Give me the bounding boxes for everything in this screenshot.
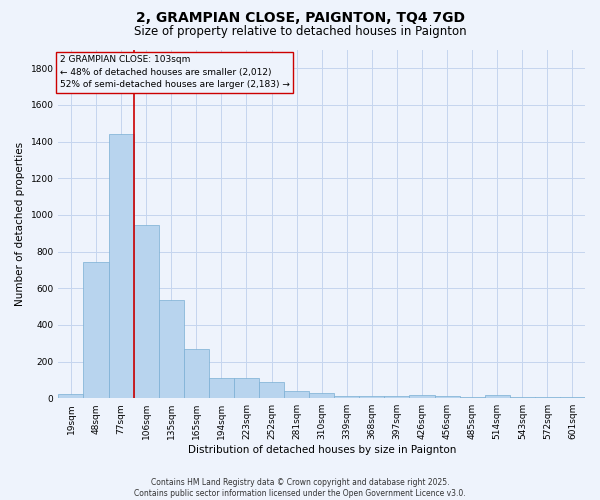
Bar [485, 395, 510, 398]
Y-axis label: Number of detached properties: Number of detached properties [15, 142, 25, 306]
Bar [234, 378, 259, 398]
Bar [83, 262, 109, 398]
Bar [385, 396, 409, 398]
Bar [284, 391, 309, 398]
Bar [109, 134, 134, 398]
Text: Contains HM Land Registry data © Crown copyright and database right 2025.
Contai: Contains HM Land Registry data © Crown c… [134, 478, 466, 498]
Bar [259, 382, 284, 398]
Text: 2 GRAMPIAN CLOSE: 103sqm
← 48% of detached houses are smaller (2,012)
52% of sem: 2 GRAMPIAN CLOSE: 103sqm ← 48% of detach… [59, 56, 290, 90]
Bar [184, 349, 209, 398]
Bar [309, 393, 334, 398]
Bar [209, 378, 234, 398]
Bar [334, 396, 359, 398]
Bar [359, 396, 385, 398]
Bar [434, 396, 460, 398]
Bar [58, 394, 83, 398]
Bar [409, 395, 434, 398]
X-axis label: Distribution of detached houses by size in Paignton: Distribution of detached houses by size … [188, 445, 456, 455]
Bar [159, 300, 184, 398]
Text: Size of property relative to detached houses in Paignton: Size of property relative to detached ho… [134, 25, 466, 38]
Bar [134, 225, 159, 398]
Text: 2, GRAMPIAN CLOSE, PAIGNTON, TQ4 7GD: 2, GRAMPIAN CLOSE, PAIGNTON, TQ4 7GD [136, 12, 464, 26]
